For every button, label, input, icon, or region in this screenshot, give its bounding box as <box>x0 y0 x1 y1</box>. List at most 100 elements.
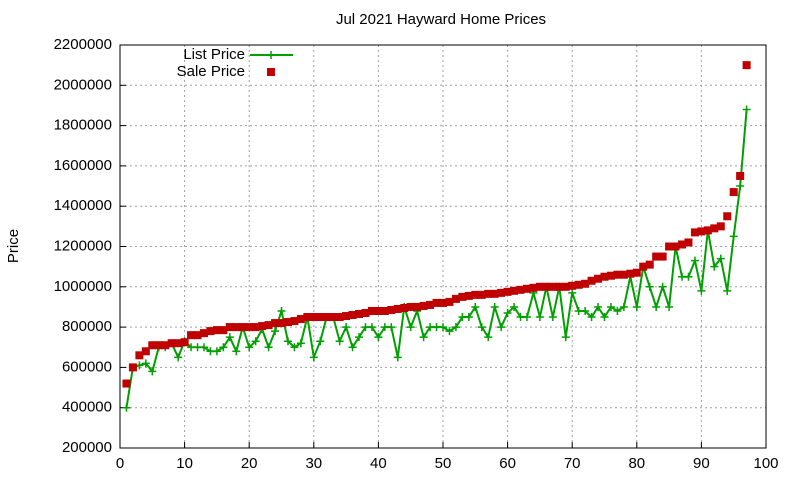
x-tick-label: 60 <box>499 455 516 472</box>
x-tick-label: 0 <box>116 455 124 472</box>
point-marker <box>206 327 215 336</box>
point-marker <box>393 353 402 362</box>
point-marker <box>561 282 570 291</box>
point-marker <box>290 317 299 326</box>
point-marker <box>258 322 267 331</box>
point-marker <box>490 302 499 311</box>
point-marker <box>606 302 615 311</box>
point-marker <box>716 254 725 263</box>
point-marker <box>348 343 357 352</box>
point-marker <box>606 271 615 280</box>
point-marker <box>516 285 525 294</box>
point-marker <box>522 284 531 293</box>
point-marker <box>535 313 544 322</box>
point-marker <box>581 306 590 315</box>
point-marker <box>193 331 202 340</box>
point-marker <box>697 227 706 236</box>
plot-border <box>119 44 767 449</box>
point-marker <box>355 333 364 342</box>
point-marker <box>451 294 460 303</box>
point-marker <box>400 303 409 312</box>
point-marker <box>367 323 376 332</box>
point-marker <box>568 281 577 290</box>
point-marker <box>406 323 415 332</box>
point-marker <box>439 298 447 307</box>
point-marker <box>510 286 519 295</box>
point-marker <box>445 327 454 336</box>
point-marker <box>122 403 131 412</box>
point-marker <box>632 268 641 277</box>
point-marker <box>413 302 422 311</box>
x-tick-label: 50 <box>435 455 452 472</box>
point-marker <box>464 313 473 322</box>
point-marker <box>626 269 635 278</box>
point-marker <box>684 238 693 247</box>
point-marker <box>451 323 460 332</box>
point-marker <box>716 222 725 231</box>
point-marker <box>232 323 241 332</box>
point-marker <box>277 319 286 328</box>
point-marker <box>697 286 706 295</box>
point-marker <box>703 226 712 235</box>
point-marker <box>316 313 325 322</box>
y-tick-label: 2200000 <box>54 36 112 53</box>
point-marker <box>251 323 260 332</box>
point-marker <box>690 228 699 237</box>
point-marker <box>322 313 331 322</box>
point-marker <box>477 290 486 299</box>
point-marker <box>419 333 428 342</box>
point-marker <box>154 341 163 350</box>
point-marker <box>187 331 196 340</box>
point-marker <box>445 297 454 306</box>
y-tick-label: 1000000 <box>54 278 112 295</box>
point-marker <box>212 347 221 356</box>
point-marker <box>219 326 228 335</box>
x-tick-label: 20 <box>241 455 258 472</box>
point-marker <box>348 311 357 320</box>
point-marker <box>574 280 583 289</box>
point-marker <box>219 343 228 352</box>
chart-title: Jul 2021 Hayward Home Prices <box>336 11 546 28</box>
point-marker <box>406 302 415 311</box>
point-marker <box>490 289 499 298</box>
point-marker <box>135 351 144 360</box>
point-marker <box>225 333 234 342</box>
point-marker <box>742 105 751 114</box>
point-marker <box>535 282 544 291</box>
y-axis-label: Price <box>5 229 22 263</box>
y-tick-label: 1800000 <box>54 117 112 134</box>
point-marker <box>380 306 389 315</box>
point-marker <box>335 313 344 322</box>
y-tick-label: 1200000 <box>54 237 112 254</box>
point-marker <box>355 310 364 319</box>
point-marker <box>141 347 150 356</box>
point-marker <box>594 274 603 283</box>
point-marker <box>238 323 247 332</box>
y-tick-label: 600000 <box>62 358 112 375</box>
point-marker <box>619 270 628 279</box>
legend-marker <box>267 51 275 59</box>
point-marker <box>329 313 338 322</box>
x-tick-label: 10 <box>176 455 193 472</box>
point-marker <box>645 282 654 291</box>
point-marker <box>736 171 745 180</box>
point-marker <box>458 292 467 301</box>
point-marker <box>529 283 538 292</box>
point-marker <box>548 313 557 322</box>
point-marker <box>342 312 351 321</box>
point-marker <box>128 363 137 372</box>
point-marker <box>212 326 221 335</box>
point-marker <box>568 288 577 297</box>
point-marker <box>471 302 480 311</box>
point-marker <box>632 302 641 311</box>
legend-marker <box>267 68 275 76</box>
point-marker <box>723 286 732 295</box>
point-marker <box>374 333 383 342</box>
point-marker <box>387 323 396 332</box>
point-marker <box>600 313 609 322</box>
point-marker <box>271 319 280 328</box>
x-tick-label: 100 <box>753 455 778 472</box>
point-marker <box>484 333 493 342</box>
